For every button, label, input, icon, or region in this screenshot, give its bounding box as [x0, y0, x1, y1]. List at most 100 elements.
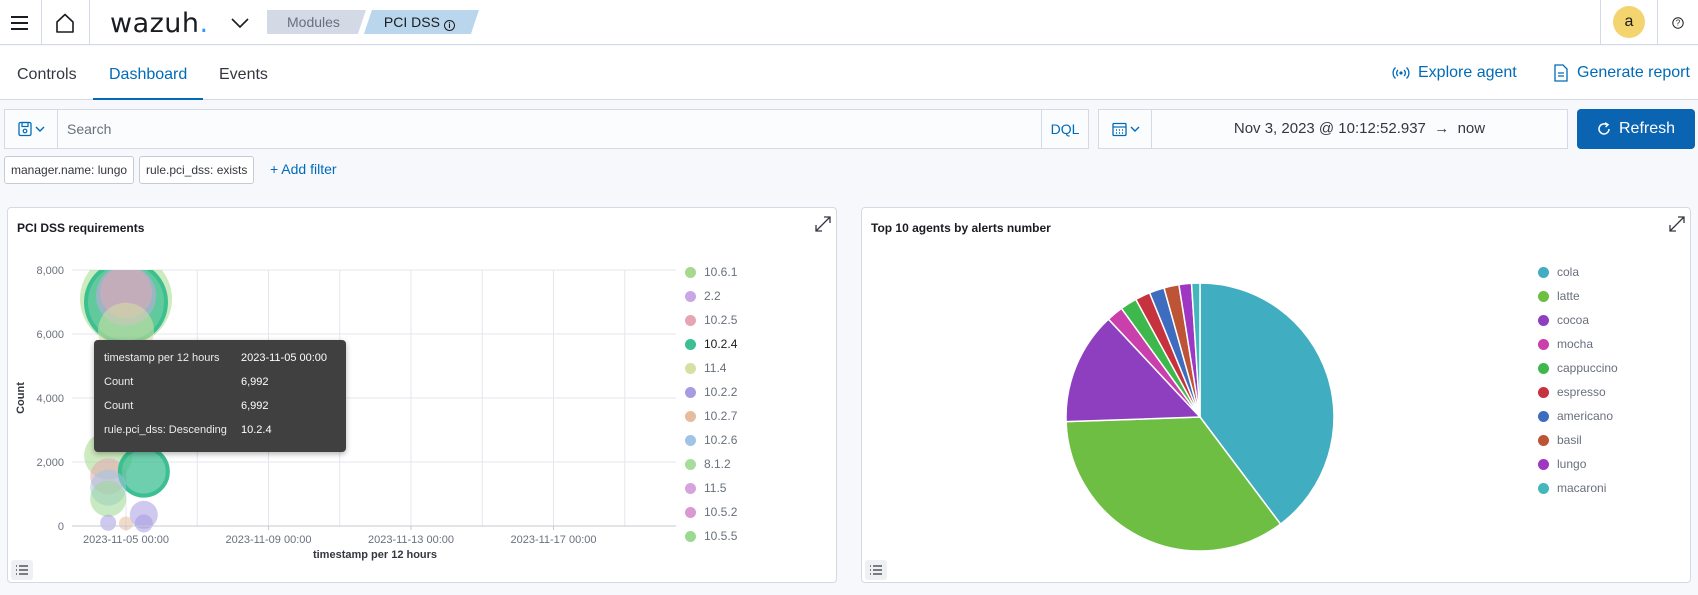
legend-swatch — [685, 434, 696, 446]
legend-label: cola — [1557, 265, 1580, 279]
top-agents-legend: cola latte cocoa mocha cappuccino espresso ame… — [1538, 260, 1618, 500]
pie-slice-cocoa[interactable] — [1065, 318, 1202, 423]
legend-label: 10.2.6 — [704, 433, 738, 447]
tooltip-value: 10.2.4 — [241, 424, 272, 436]
x-tick-label: 2023-11-05 00:00 — [83, 534, 169, 546]
filter-pill-manager-name[interactable]: manager.name: lungo — [4, 156, 135, 184]
legend-label: 10.5.5 — [704, 529, 738, 543]
legend-item[interactable]: cappuccino — [1538, 356, 1618, 380]
chart-tooltip: timestamp per 12 hours 2023-11-05 00:00 C… — [94, 340, 346, 452]
legend-swatch — [685, 362, 696, 374]
legend-item[interactable]: macaroni — [1538, 476, 1618, 500]
tooltip-row: rule.pci_dss: Descending 10.2.4 — [104, 418, 336, 442]
tab-dashboard[interactable]: Dashboard — [93, 46, 204, 100]
legend-label: 10.5.2 — [704, 505, 738, 519]
menu-icon[interactable] — [0, 0, 40, 45]
help-icon[interactable]: ? — [1668, 0, 1688, 45]
filter-pill-rule-pci-dss[interactable]: rule.pci_dss: exists — [139, 156, 255, 184]
legend-item[interactable]: 10.2.6 — [685, 428, 737, 452]
legend-item[interactable]: 10.2.5 — [685, 308, 737, 332]
bubble-point[interactable] — [119, 516, 133, 531]
legend-swatch — [685, 506, 696, 518]
legend-item[interactable]: espresso — [1538, 380, 1618, 404]
saved-query-button[interactable] — [5, 110, 58, 148]
y-tick-label: 6,000 — [36, 329, 64, 341]
refresh-button[interactable]: Refresh — [1577, 109, 1695, 149]
date-end[interactable]: now — [1457, 120, 1486, 137]
legend-item[interactable]: lungo — [1538, 452, 1618, 476]
legend-item[interactable]: 11.4 — [685, 356, 737, 380]
breadcrumb-modules[interactable]: Modules — [267, 10, 366, 34]
chevron-down-icon[interactable] — [228, 0, 252, 45]
pie-slice-cola[interactable] — [1199, 282, 1335, 526]
avatar[interactable]: a — [1613, 6, 1645, 38]
pie-slice-macaroni[interactable] — [1190, 282, 1201, 418]
legend-item[interactable]: 10.2.7 — [685, 404, 737, 428]
pie-slice-latte[interactable] — [1065, 416, 1282, 552]
tab-events[interactable]: Events — [219, 66, 268, 83]
top-header: wazuh. Modules PCI DSS i a ? — [0, 0, 1698, 45]
legend-toggle-icon[interactable] — [11, 560, 33, 580]
legend-item[interactable]: 8.1.2 — [685, 452, 737, 476]
legend-swatch — [1538, 386, 1549, 398]
tooltip-key: Count — [104, 376, 134, 388]
expand-icon[interactable] — [814, 215, 832, 233]
bubble-point[interactable] — [90, 480, 127, 517]
legend-swatch — [1538, 434, 1549, 446]
breadcrumb: Modules PCI DSS i — [267, 10, 477, 34]
tooltip-value: 6,992 — [241, 376, 269, 388]
legend-label: 10.2.5 — [704, 313, 738, 327]
legend-item[interactable]: 11.5 — [685, 476, 737, 500]
legend-item[interactable]: cola — [1538, 260, 1618, 284]
legend-item[interactable]: mocha — [1538, 332, 1618, 356]
expand-icon[interactable] — [1668, 215, 1686, 233]
y-tick-label: 4,000 — [36, 393, 64, 405]
legend-item[interactable]: cocoa — [1538, 308, 1618, 332]
legend-label: latte — [1557, 289, 1580, 303]
explore-agent-button[interactable]: Explore agent — [1392, 62, 1517, 84]
x-tick-label: 2023-11-13 00:00 — [368, 534, 454, 546]
legend-swatch — [1538, 338, 1549, 350]
top-agents-pie-chart — [1065, 282, 1335, 552]
x-axis-title: timestamp per 12 hours — [313, 549, 437, 561]
legend-label: lungo — [1557, 457, 1587, 471]
bubble-point[interactable] — [100, 514, 117, 531]
bubble-point[interactable] — [117, 445, 170, 498]
y-tick-label: 8,000 — [36, 265, 64, 277]
home-icon[interactable] — [42, 0, 88, 45]
legend-item[interactable]: 10.2.4 — [685, 332, 737, 356]
legend-toggle-icon[interactable] — [865, 560, 887, 580]
svg-text:?: ? — [1676, 18, 1681, 27]
date-range[interactable]: Nov 3, 2023 @ 10:12:52.937 → now — [1152, 110, 1567, 148]
legend-item[interactable]: latte — [1538, 284, 1618, 308]
legend-item[interactable]: 10.5.5 — [685, 524, 737, 548]
legend-item[interactable]: 2.2 — [685, 284, 737, 308]
legend-swatch — [1538, 362, 1549, 374]
legend-item[interactable]: basil — [1538, 428, 1618, 452]
wazuh-logo[interactable]: wazuh. — [110, 7, 209, 39]
tooltip-row: Count 6,992 — [104, 394, 336, 418]
legend-item[interactable]: americano — [1538, 404, 1618, 428]
add-filter-button[interactable]: + Add filter — [270, 161, 337, 177]
tab-controls[interactable]: Controls — [17, 66, 77, 83]
bubble-point[interactable] — [134, 514, 153, 533]
legend-item[interactable]: 10.2.2 — [685, 380, 737, 404]
legend-label: espresso — [1557, 385, 1606, 399]
legend-swatch — [685, 530, 696, 542]
generate-report-button[interactable]: Generate report — [1553, 62, 1690, 84]
legend-swatch — [685, 410, 696, 422]
save-icon — [18, 121, 45, 137]
legend-label: 2.2 — [704, 289, 721, 303]
legend-item[interactable]: 10.5.2 — [685, 500, 737, 524]
search-input[interactable] — [65, 119, 945, 139]
legend-label: 10.2.4 — [704, 337, 738, 351]
date-start[interactable]: Nov 3, 2023 @ 10:12:52.937 — [1233, 120, 1426, 137]
quick-select-button[interactable] — [1099, 110, 1152, 148]
legend-label: 10.2.7 — [704, 409, 738, 423]
legend-swatch — [685, 458, 696, 470]
info-icon[interactable]: i — [444, 20, 455, 31]
legend-label: mocha — [1557, 337, 1594, 351]
legend-item[interactable]: 10.6.1 — [685, 260, 737, 284]
query-bar: DQL — [4, 109, 1089, 149]
query-language-button[interactable]: DQL — [1041, 110, 1088, 148]
